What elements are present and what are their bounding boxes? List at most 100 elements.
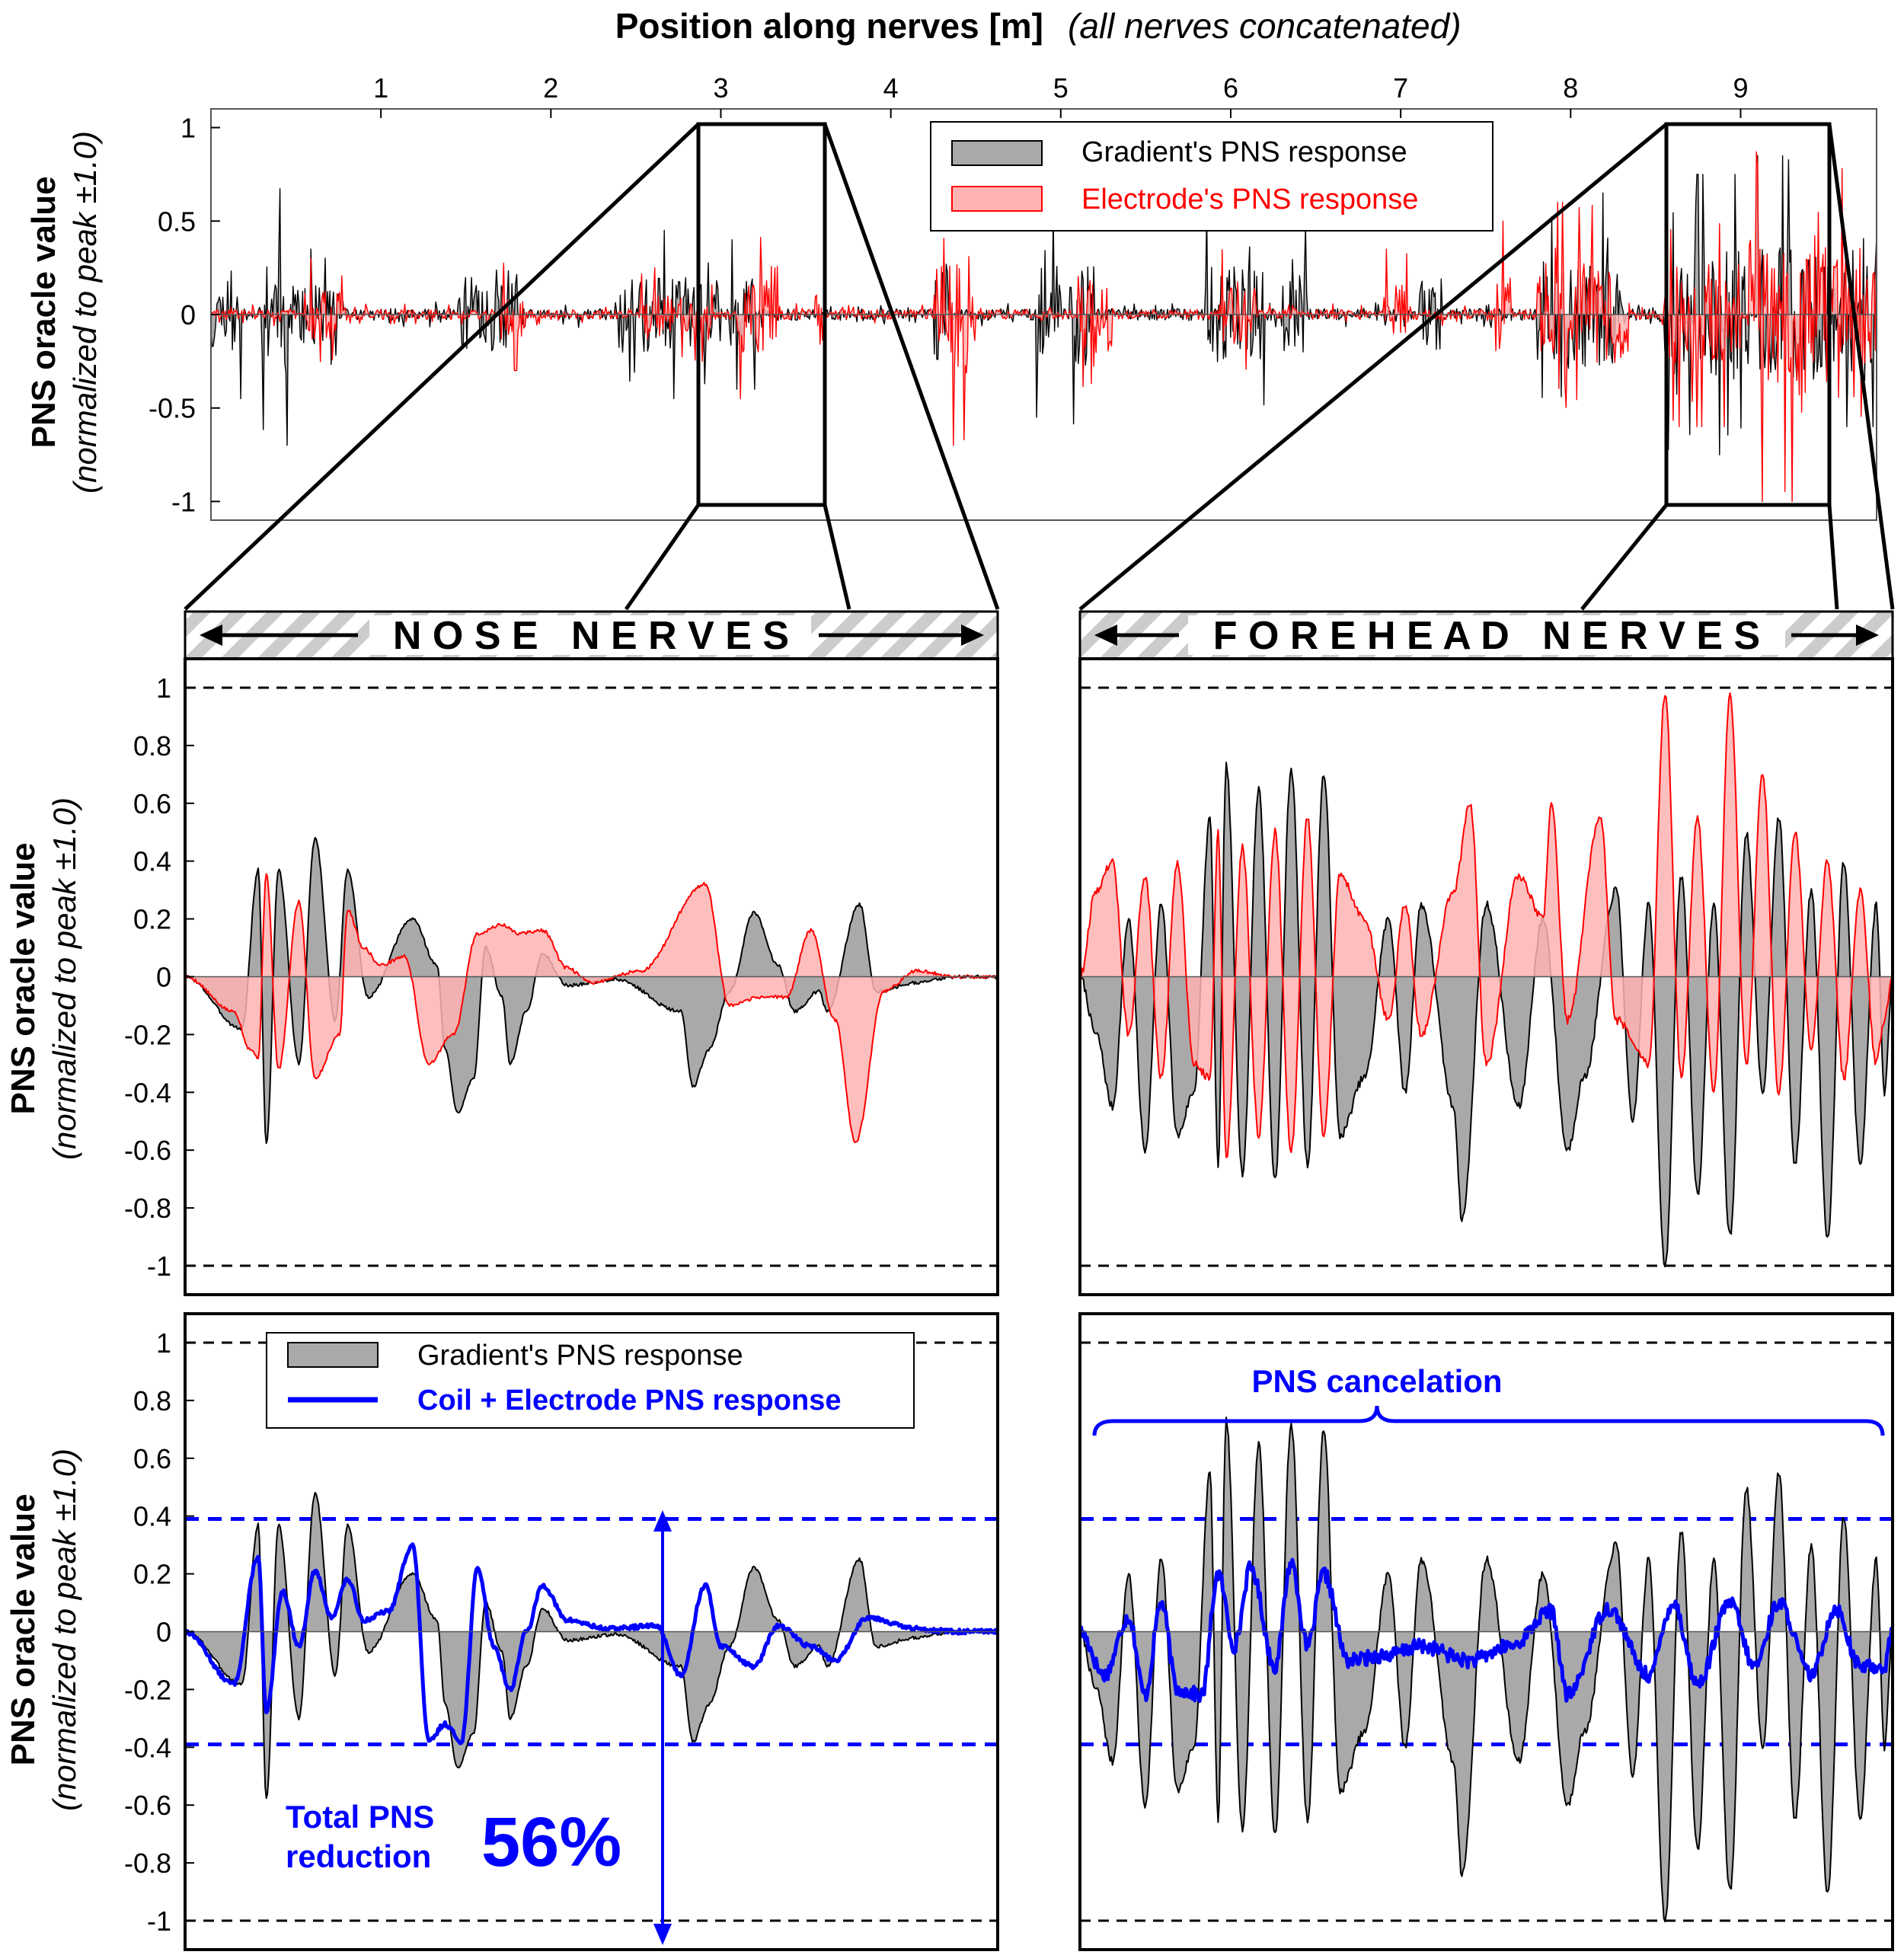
nose-zoom-ytick-label: 0.6 xyxy=(133,788,171,819)
overview-legend-box xyxy=(930,121,1493,232)
nose-connector-right-outer xyxy=(823,123,1000,610)
nose-combined-frame xyxy=(184,1312,999,1951)
y-label-top-sub: (normalized to peak ±1.0) xyxy=(67,131,103,493)
nose-zoom-ytick-label: 0.4 xyxy=(133,846,171,877)
overview-electrode-area xyxy=(211,152,1877,502)
legend-gradient-label: Gradient's PNS response xyxy=(1081,136,1407,168)
forehead-zoom-window xyxy=(1664,122,1832,507)
legend-gradient-swatch-2 xyxy=(287,1342,379,1368)
overview-xtick-label: 8 xyxy=(1563,72,1578,104)
y-label-top: PNS oracle value (normalized to peak ±1.… xyxy=(25,131,103,493)
y-label-middle: PNS oracle value (normalized to peak ±1.… xyxy=(5,797,82,1160)
nose-zoom-ytick-label: -1 xyxy=(147,1251,171,1282)
forehead-combined-data xyxy=(1080,1341,1893,1923)
nose-zoom-ytick-label: 0 xyxy=(156,962,171,993)
forehead-banner: F O R E H E A D N E R V E S xyxy=(1078,610,1894,660)
nose-combined-ytick-label: 0.6 xyxy=(133,1443,171,1474)
nose-zoom-ytick-label: -0.6 xyxy=(124,1135,171,1166)
y-label-bottom-main: PNS oracle value xyxy=(5,1493,42,1765)
nose-zoom-ytick-label: -0.2 xyxy=(124,1019,171,1050)
y-label-middle-main: PNS oracle value xyxy=(5,842,42,1114)
nose-banner-label-bg xyxy=(369,615,811,655)
nose-combined-ytick-label: -0.6 xyxy=(124,1790,171,1821)
combined-legend: Gradient's PNS response Coil + Electrode… xyxy=(266,1332,915,1429)
nose-combined-ytick-label: 0.4 xyxy=(133,1501,171,1532)
overview-xtick-label: 7 xyxy=(1393,72,1408,104)
nose-combined-ytick-label: -1 xyxy=(147,1905,171,1937)
cancelation-label: PNS cancelation xyxy=(1251,1363,1502,1399)
reduction-arrowhead-top xyxy=(653,1510,672,1532)
y-label-top-main: PNS oracle value xyxy=(25,176,62,448)
cancelation-annotation: PNS cancelation xyxy=(1092,1363,1885,1436)
x-axis-title: Position along nerves [m] xyxy=(615,6,1043,46)
overview-xtick-label: 6 xyxy=(1223,72,1238,104)
nose-combined-gradient-line xyxy=(185,1492,998,1800)
forehead-banner-label-bg xyxy=(1188,615,1785,655)
overview-xtick-label: 9 xyxy=(1733,72,1748,104)
nose-zoom-plot: 1 0.8 0.6 0.4 0.2 0 -0.2 -0.4 -0.6 -0.8 -1 xyxy=(124,672,998,1282)
nose-zoom-ytick-label: 1 xyxy=(156,672,171,704)
nose-zoom-electrode-area xyxy=(185,874,998,1143)
nose-connector-left-outer xyxy=(184,123,700,611)
overview-ytick-label: -0.5 xyxy=(149,393,196,424)
forehead-combined-coil-electrode-line xyxy=(1080,1557,1893,1704)
nose-connector-right-inner xyxy=(823,504,851,610)
nose-combined-gradient-area xyxy=(185,1493,998,1799)
reduction-arrowhead-bottom xyxy=(653,1924,672,1945)
nose-combined-ytick-label: 0 xyxy=(156,1617,171,1648)
nose-zoom-ytick-label: 0.8 xyxy=(133,730,171,762)
forehead-connector-left-outer xyxy=(1078,123,1668,611)
overview-xtick-label: 5 xyxy=(1053,72,1069,104)
forehead-arrowhead-left xyxy=(1094,624,1117,646)
forehead-combined-gradient-area xyxy=(1080,1417,1893,1922)
legend-gradient-label-2: Gradient's PNS response xyxy=(417,1340,743,1372)
reduction-label-line1: Total PNS xyxy=(286,1799,434,1835)
legend-electrode-label: Electrode's PNS response xyxy=(1081,184,1418,216)
nose-zoom-electrode-line xyxy=(185,873,998,1144)
forehead-zoom-gradient-line xyxy=(1080,762,1893,1268)
forehead-combined-gradient-line xyxy=(1080,1417,1893,1923)
legend-gradient-swatch xyxy=(951,140,1043,166)
nose-combined-ytick-label: -0.8 xyxy=(124,1848,171,1879)
forehead-banner-label: F O R E H E A D N E R V E S xyxy=(1213,614,1760,658)
forehead-zoom-data xyxy=(1080,686,1893,1268)
reduction-annotation: Total PNS reduction 56% xyxy=(286,1510,672,1945)
overview-legend: Gradient's PNS response Electrode's PNS … xyxy=(930,121,1493,232)
y-label-middle-sub: (normalized to peak ±1.0) xyxy=(46,797,82,1160)
nose-combined-ytick-label: -0.2 xyxy=(124,1674,171,1705)
legend-combined-label: Coil + Electrode PNS response xyxy=(417,1385,841,1417)
nose-arrowhead-right xyxy=(961,624,984,646)
forehead-zoom-gradient-area xyxy=(1080,762,1893,1267)
zoom-connectors xyxy=(184,122,1895,611)
overview-xtick-label: 3 xyxy=(713,72,728,104)
legend-electrode-swatch xyxy=(951,186,1043,212)
forehead-combined-frame xyxy=(1078,1312,1894,1951)
overview-xtick-label: 1 xyxy=(373,72,388,104)
nose-combined-coil-electrode-line xyxy=(185,1542,998,1746)
overview-ytick-label: 0 xyxy=(180,299,196,331)
nose-zoom-data xyxy=(185,686,998,1267)
nose-zoom-ytick-label: 0.2 xyxy=(133,904,171,935)
nose-zoom-frame xyxy=(184,657,999,1296)
nose-zoom-ytick-label: -0.8 xyxy=(124,1193,171,1224)
forehead-combined-plot xyxy=(1080,1341,1893,1923)
y-label-bottom-sub: (normalized to peak ±1.0) xyxy=(46,1449,82,1811)
nose-zoom-ytick-label: -0.4 xyxy=(124,1077,171,1108)
nose-combined-ytick-label: 0.8 xyxy=(133,1385,171,1417)
reduction-value: 56% xyxy=(481,1803,621,1881)
nose-zoom-window xyxy=(696,122,827,507)
nose-combined-ytick-label: 1 xyxy=(156,1327,171,1359)
overview-ytick-label: -1 xyxy=(171,486,196,517)
nose-combined-ytick-label: -0.4 xyxy=(124,1732,171,1763)
forehead-connector-right-inner xyxy=(1827,504,1839,610)
overview-ytick-label: 0.5 xyxy=(158,206,196,237)
overview-xtick-label: 2 xyxy=(543,72,558,104)
nose-banner-label: N O S E N E R V E S xyxy=(393,614,789,658)
forehead-connector-left-inner xyxy=(1580,503,1668,611)
x-axis-title-suffix: (all nerves concatenated) xyxy=(1068,6,1462,46)
reduction-label-line2: reduction xyxy=(286,1838,431,1874)
y-label-bottom: PNS oracle value (normalized to peak ±1.… xyxy=(5,1449,82,1811)
overview-ytick-label: 1 xyxy=(180,113,196,144)
nose-banner: N O S E N E R V E S xyxy=(184,610,999,660)
nose-arrowhead-left xyxy=(200,624,222,646)
